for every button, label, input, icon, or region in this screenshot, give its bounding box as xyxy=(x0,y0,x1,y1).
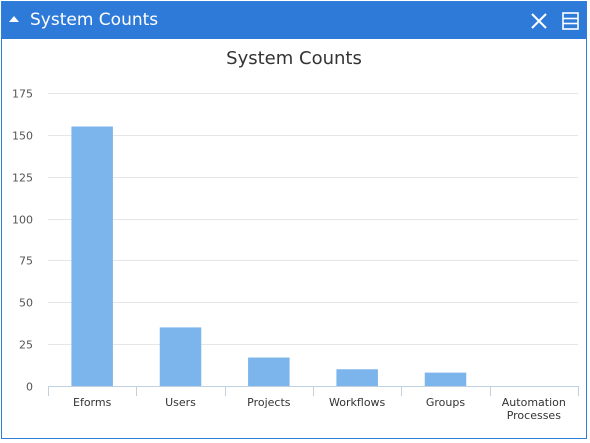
y-tick-label: 50 xyxy=(19,297,33,310)
y-tick-label: 100 xyxy=(12,214,33,227)
menu-icon[interactable] xyxy=(562,12,579,30)
y-tick-label: 125 xyxy=(12,172,33,185)
x-tick-label: Workflows xyxy=(329,396,386,409)
x-tick-label: Users xyxy=(165,396,196,409)
y-tick-label: 150 xyxy=(12,130,33,143)
bar-users[interactable] xyxy=(159,327,202,386)
widget-title: System Counts xyxy=(30,10,159,30)
bar-projects[interactable] xyxy=(248,357,290,386)
y-tick-label: 175 xyxy=(12,88,33,101)
bar-chart: System Counts 0 25 50 75 100 125 150 175 Eforms U… xyxy=(12,48,579,422)
x-tick-label: Projects xyxy=(247,396,291,409)
chart-title: System Counts xyxy=(226,48,362,69)
caret-up-icon[interactable] xyxy=(9,16,19,22)
close-icon[interactable] xyxy=(530,12,548,30)
bar-eforms[interactable] xyxy=(71,126,113,386)
y-tick-label: 25 xyxy=(19,339,33,352)
x-tick-label: Automation Processes xyxy=(502,396,566,422)
widget-header: System Counts xyxy=(2,2,586,39)
bar-groups[interactable] xyxy=(424,372,467,386)
x-tick-label: Eforms xyxy=(73,396,112,409)
y-tick-label: 75 xyxy=(19,255,33,268)
y-tick-label: 0 xyxy=(26,381,33,394)
bar-workflows[interactable] xyxy=(336,369,378,386)
x-tick-label: Groups xyxy=(426,396,465,409)
